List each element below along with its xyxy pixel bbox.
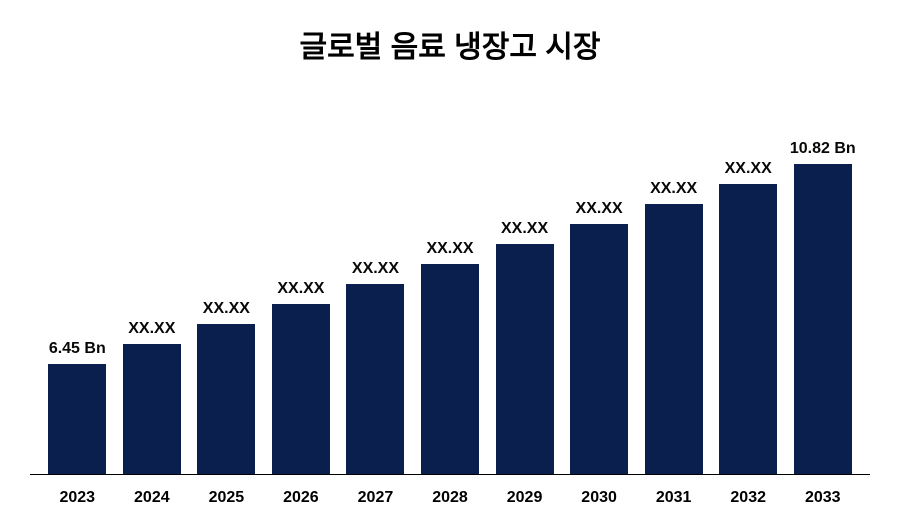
x-axis-label: 2024 — [115, 489, 190, 507]
bar-value-label: XX.XX — [128, 320, 175, 338]
chart-title: 글로벌 음료 냉장고 시장 — [0, 0, 900, 66]
bar-value-label: XX.XX — [576, 200, 623, 218]
bar — [570, 224, 628, 474]
bar — [794, 164, 852, 474]
x-axis-label: 2032 — [711, 489, 786, 507]
bar — [645, 204, 703, 474]
bar-value-label: XX.XX — [501, 220, 548, 238]
x-axis-labels: 2023202420252026202720282029203020312032… — [30, 489, 870, 507]
bar-wrapper: XX.XX — [115, 115, 190, 474]
bar-wrapper: XX.XX — [487, 115, 562, 474]
bar-wrapper: 6.45 Bn — [40, 115, 115, 474]
x-axis-label: 2025 — [189, 489, 264, 507]
x-axis-label: 2031 — [636, 489, 711, 507]
bar — [272, 304, 330, 474]
bar-value-label: XX.XX — [650, 180, 697, 198]
bar-value-label: 10.82 Bn — [790, 140, 856, 158]
bar — [48, 364, 106, 474]
bar-wrapper: XX.XX — [189, 115, 264, 474]
x-axis-label: 2023 — [40, 489, 115, 507]
bar — [719, 184, 777, 474]
bar-wrapper: XX.XX — [636, 115, 711, 474]
bar-wrapper: XX.XX — [264, 115, 339, 474]
bar-value-label: XX.XX — [277, 280, 324, 298]
bar-value-label: XX.XX — [725, 160, 772, 178]
bar-value-label: XX.XX — [426, 240, 473, 258]
bar-value-label: XX.XX — [203, 300, 250, 318]
bars-container: 6.45 Bn XX.XX XX.XX XX.XX XX.XX XX.XX XX.XX XX.… — [30, 115, 870, 475]
bar — [346, 284, 404, 474]
x-axis-label: 2026 — [264, 489, 339, 507]
x-axis-label: 2029 — [487, 489, 562, 507]
bar — [123, 344, 181, 474]
bar-wrapper: XX.XX — [413, 115, 488, 474]
chart-plot-area: 6.45 Bn XX.XX XX.XX XX.XX XX.XX XX.XX XX.XX XX.… — [30, 115, 870, 475]
bar-wrapper: 10.82 Bn — [785, 115, 860, 474]
bar — [197, 324, 255, 474]
bar-wrapper: XX.XX — [711, 115, 786, 474]
x-axis-label: 2033 — [785, 489, 860, 507]
x-axis-label: 2028 — [413, 489, 488, 507]
bar-wrapper: XX.XX — [562, 115, 637, 474]
bar-wrapper: XX.XX — [338, 115, 413, 474]
bar-value-label: XX.XX — [352, 260, 399, 278]
x-axis-label: 2030 — [562, 489, 637, 507]
bar — [496, 244, 554, 474]
bar — [421, 264, 479, 474]
bar-value-label: 6.45 Bn — [49, 340, 106, 358]
x-axis-label: 2027 — [338, 489, 413, 507]
